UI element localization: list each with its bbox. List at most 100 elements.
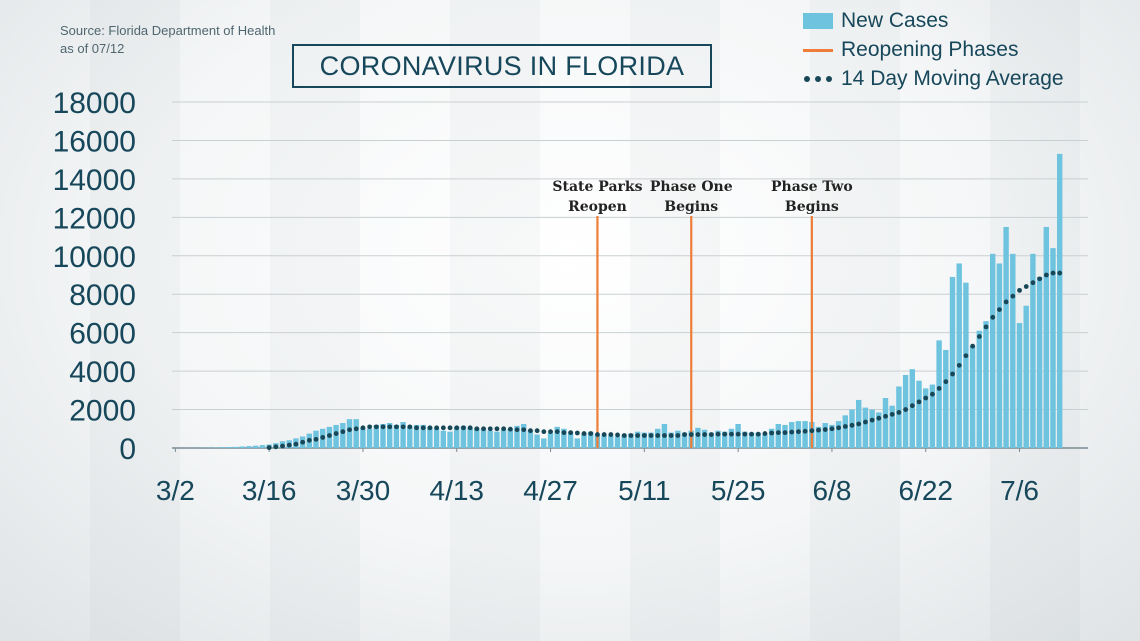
new-cases-bar xyxy=(474,427,480,448)
new-cases-bar xyxy=(253,445,259,448)
new-cases-bar xyxy=(789,422,795,448)
moving-average-dot xyxy=(682,432,687,437)
new-cases-bar xyxy=(226,447,232,448)
y-tick-label: 10000 xyxy=(53,241,136,274)
moving-average-dot xyxy=(440,425,446,431)
new-cases-bar xyxy=(500,429,507,448)
moving-average-dot xyxy=(1037,276,1043,282)
new-cases-bar xyxy=(521,423,527,448)
new-cases-bar xyxy=(842,415,848,448)
moving-average-dot xyxy=(454,425,460,431)
new-cases-bar xyxy=(340,423,346,448)
new-cases-bar xyxy=(561,428,567,448)
moving-average-dot xyxy=(327,433,332,438)
new-cases-bar xyxy=(427,426,433,448)
moving-average-dot xyxy=(286,442,292,448)
moving-average-dot xyxy=(662,433,667,438)
moving-average-dot xyxy=(568,430,574,436)
new-cases-bar xyxy=(467,427,473,448)
moving-average-dot xyxy=(340,429,346,435)
moving-average-dot xyxy=(280,443,285,449)
new-cases-bar xyxy=(567,432,574,448)
moving-average-dot xyxy=(574,430,580,436)
new-cases-bar xyxy=(755,432,761,448)
y-tick-label: 4000 xyxy=(69,356,136,389)
x-tick-label: 3/2 xyxy=(156,475,195,506)
moving-average-dot xyxy=(487,426,493,432)
moving-average-dot xyxy=(400,424,406,430)
new-cases-bar xyxy=(983,321,989,448)
legend-item-moving-average: 14 Day Moving Average xyxy=(803,64,1064,93)
new-cases-bar xyxy=(889,405,895,448)
legend-item-new-cases: New Cases xyxy=(803,6,1064,35)
moving-average-dot xyxy=(601,432,607,437)
moving-average-dot xyxy=(970,343,976,349)
moving-average-dot xyxy=(943,379,949,385)
moving-average-dot xyxy=(782,430,788,436)
moving-average-dot xyxy=(876,415,882,421)
new-cases-bar xyxy=(534,434,540,448)
moving-average-dot xyxy=(407,424,413,430)
moving-average-dot xyxy=(581,431,587,436)
moving-average-dots xyxy=(266,270,1063,451)
new-cases-bar xyxy=(742,431,748,448)
moving-average-dot xyxy=(762,431,768,436)
new-cases-bar xyxy=(976,330,982,448)
moving-average-dot xyxy=(648,433,654,438)
new-cases-bar xyxy=(1003,226,1009,448)
new-cases-bar xyxy=(393,424,400,448)
moving-average-dot xyxy=(896,410,902,415)
moving-average-dot xyxy=(1050,270,1056,276)
moving-average-dot xyxy=(541,429,547,435)
legend-item-reopening-phases: Reopening Phases xyxy=(803,35,1064,64)
new-cases-bar xyxy=(896,386,902,448)
moving-average-dot xyxy=(836,425,842,431)
dots-swatch-icon xyxy=(803,71,833,87)
moving-average-dot xyxy=(755,431,761,437)
new-cases-bar xyxy=(681,432,688,448)
phase-label: Begins xyxy=(785,199,839,215)
moving-average-dot xyxy=(461,425,466,431)
y-tick-label: 14000 xyxy=(53,164,136,197)
phase-label: Reopen xyxy=(568,199,627,215)
new-cases-bar xyxy=(460,425,467,448)
moving-average-dot xyxy=(360,425,366,431)
legend: New Cases Reopening Phases 14 Day Moving… xyxy=(803,6,1064,93)
moving-average-dot xyxy=(588,431,594,436)
line-swatch-icon xyxy=(803,42,833,58)
moving-average-dot xyxy=(863,419,868,425)
moving-average-dot xyxy=(414,425,419,431)
moving-average-dot xyxy=(702,432,708,437)
new-cases-bar xyxy=(923,388,929,448)
x-axis-ticks: 3/2 3/16 3/30 4/13 4/27 5/11 5/25 6/8 6/22 7/6 xyxy=(156,448,1039,506)
new-cases-bar xyxy=(232,446,239,448)
moving-average-dot xyxy=(829,426,835,432)
moving-average-dot xyxy=(628,433,634,438)
x-tick-label: 5/25 xyxy=(711,475,766,506)
new-cases-bar xyxy=(876,412,882,448)
moving-average-dot xyxy=(916,399,922,405)
legend-label: New Cases xyxy=(841,8,949,32)
new-cases-bar xyxy=(795,421,802,448)
moving-average-dot xyxy=(983,324,989,330)
moving-average-dot xyxy=(802,428,808,434)
new-cases-bar xyxy=(554,426,560,448)
moving-average-dot xyxy=(822,427,828,432)
moving-average-dot xyxy=(534,428,540,434)
new-cases-bar xyxy=(715,430,721,448)
moving-average-dot xyxy=(353,426,359,432)
new-cases-bar xyxy=(936,340,942,448)
new-cases-bar xyxy=(239,446,245,448)
moving-average-dot xyxy=(635,433,641,438)
new-cases-bar xyxy=(802,421,808,448)
new-cases-bar xyxy=(648,432,654,448)
moving-average-dot xyxy=(769,430,775,436)
new-cases-bar xyxy=(420,424,426,448)
new-cases-bar xyxy=(990,253,996,448)
new-cases-bar xyxy=(487,430,493,448)
new-cases-bar xyxy=(929,384,936,448)
new-cases-bar xyxy=(259,445,266,448)
moving-average-dot xyxy=(266,445,272,451)
moving-average-dot xyxy=(950,371,955,377)
new-cases-bar xyxy=(916,380,922,448)
